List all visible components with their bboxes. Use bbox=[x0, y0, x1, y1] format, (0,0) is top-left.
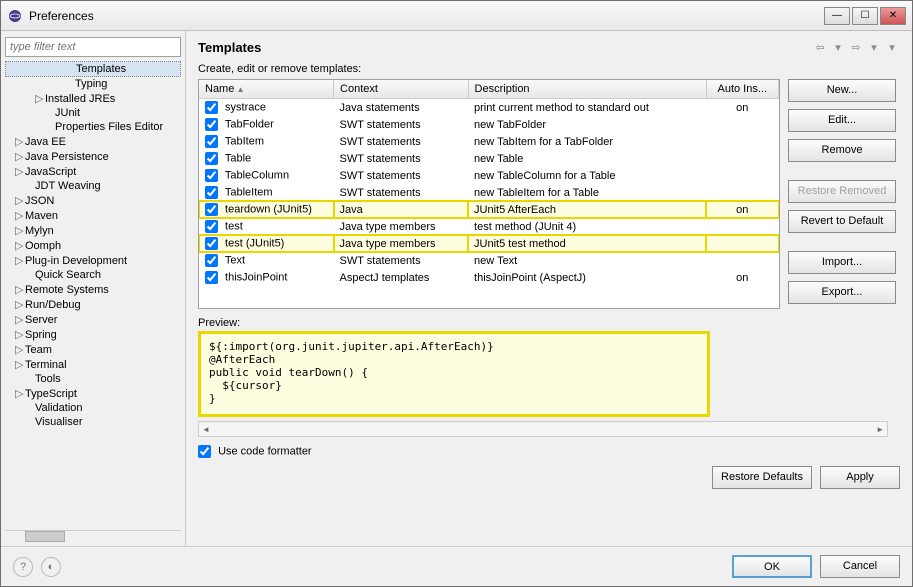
import-export-icon[interactable]: ◐ bbox=[41, 557, 61, 577]
row-checkbox[interactable] bbox=[205, 152, 218, 165]
table-row[interactable]: thisJoinPointAspectJ templatesthisJoinPo… bbox=[199, 269, 779, 286]
restore-defaults-button[interactable]: Restore Defaults bbox=[712, 466, 812, 489]
sidebar-scrollbar[interactable] bbox=[5, 530, 181, 542]
titlebar: Preferences — ☐ ✕ bbox=[1, 1, 912, 31]
tree-item[interactable]: Typing bbox=[5, 77, 181, 91]
help-icon[interactable]: ? bbox=[13, 557, 33, 577]
button-column: New... Edit... Remove Restore Removed Re… bbox=[788, 79, 896, 309]
table-row[interactable]: systraceJava statementsprint current met… bbox=[199, 99, 779, 117]
tree-item[interactable]: ▷Oomph bbox=[5, 238, 181, 253]
export-button[interactable]: Export... bbox=[788, 281, 896, 304]
tree-item[interactable]: ▷Mylyn bbox=[5, 223, 181, 238]
menu-icon[interactable]: ▾ bbox=[884, 39, 900, 55]
back-menu-icon[interactable]: ▾ bbox=[830, 39, 846, 55]
tree-item[interactable]: ▷Java Persistence bbox=[5, 149, 181, 164]
footer: ? ◐ OK Cancel bbox=[1, 546, 912, 586]
table-row[interactable]: TabFolderSWT statementsnew TabFolder bbox=[199, 116, 779, 133]
templates-table[interactable]: Name Context Description Auto Ins... sys… bbox=[198, 79, 780, 309]
row-checkbox[interactable] bbox=[205, 254, 218, 267]
row-checkbox[interactable] bbox=[205, 169, 218, 182]
subtitle: Create, edit or remove templates: bbox=[198, 63, 900, 75]
table-row[interactable]: TextSWT statementsnew Text bbox=[199, 252, 779, 269]
table-area: Name Context Description Auto Ins... sys… bbox=[198, 79, 780, 309]
tree-item[interactable]: ▷Java EE bbox=[5, 134, 181, 149]
content: TemplatesTyping▷Installed JREsJUnitPrope… bbox=[1, 31, 912, 546]
window-title: Preferences bbox=[29, 9, 824, 23]
tree-item[interactable]: Templates bbox=[5, 61, 181, 77]
tree-item[interactable]: ▷Installed JREs bbox=[5, 91, 181, 106]
table-row[interactable]: TableSWT statementsnew Table bbox=[199, 150, 779, 167]
formatter-row: Use code formatter bbox=[198, 445, 900, 458]
row-checkbox[interactable] bbox=[205, 186, 218, 199]
tree-item[interactable]: Properties Files Editor bbox=[5, 120, 181, 134]
forward-icon[interactable]: ⇨ bbox=[848, 39, 864, 55]
tree-item[interactable]: Tools bbox=[5, 372, 181, 386]
col-auto[interactable]: Auto Ins... bbox=[706, 80, 778, 99]
tree-item[interactable]: ▷Spring bbox=[5, 327, 181, 342]
tree-item[interactable]: Visualiser bbox=[5, 415, 181, 429]
minimize-button[interactable]: — bbox=[824, 7, 850, 25]
row-checkbox[interactable] bbox=[205, 271, 218, 284]
preview-box: ${:import(org.junit.jupiter.api.AfterEac… bbox=[198, 331, 710, 417]
col-context[interactable]: Context bbox=[334, 80, 469, 99]
forward-menu-icon[interactable]: ▾ bbox=[866, 39, 882, 55]
col-name[interactable]: Name bbox=[199, 80, 334, 99]
tree-item[interactable]: ▷Maven bbox=[5, 208, 181, 223]
table-row[interactable]: testJava type memberstest method (JUnit … bbox=[199, 218, 779, 235]
row-checkbox[interactable] bbox=[205, 135, 218, 148]
row-checkbox[interactable] bbox=[205, 237, 218, 250]
new-button[interactable]: New... bbox=[788, 79, 896, 102]
back-icon[interactable]: ⇦ bbox=[812, 39, 828, 55]
remove-button[interactable]: Remove bbox=[788, 139, 896, 162]
tree-item[interactable]: ▷Run/Debug bbox=[5, 297, 181, 312]
tree-item[interactable]: JUnit bbox=[5, 106, 181, 120]
row-checkbox[interactable] bbox=[205, 101, 218, 114]
preview-scrollbar[interactable] bbox=[198, 421, 888, 437]
use-formatter-label: Use code formatter bbox=[218, 445, 312, 457]
preview-label: Preview: bbox=[198, 317, 900, 329]
col-description[interactable]: Description bbox=[468, 80, 706, 99]
tree-item[interactable]: ▷Terminal bbox=[5, 357, 181, 372]
use-formatter-checkbox[interactable] bbox=[198, 445, 211, 458]
row-checkbox[interactable] bbox=[205, 220, 218, 233]
table-row[interactable]: TableColumnSWT statementsnew TableColumn… bbox=[199, 167, 779, 184]
maximize-button[interactable]: ☐ bbox=[852, 7, 878, 25]
main-panel: Templates ⇦ ▾ ⇨ ▾ ▾ Create, edit or remo… bbox=[186, 31, 912, 546]
edit-button[interactable]: Edit... bbox=[788, 109, 896, 132]
row-checkbox[interactable] bbox=[205, 203, 218, 216]
tree-item[interactable]: JDT Weaving bbox=[5, 179, 181, 193]
tree-item[interactable]: ▷Remote Systems bbox=[5, 282, 181, 297]
table-row[interactable]: TabItemSWT statementsnew TabItem for a T… bbox=[199, 133, 779, 150]
close-button[interactable]: ✕ bbox=[880, 7, 906, 25]
apply-button[interactable]: Apply bbox=[820, 466, 900, 489]
tree-item[interactable]: Validation bbox=[5, 401, 181, 415]
tree-item[interactable]: ▷JavaScript bbox=[5, 164, 181, 179]
table-row[interactable]: TableItemSWT statementsnew TableItem for… bbox=[199, 184, 779, 201]
filter-input[interactable] bbox=[5, 37, 181, 57]
preferences-window: Preferences — ☐ ✕ TemplatesTyping▷Instal… bbox=[0, 0, 913, 587]
cancel-button[interactable]: Cancel bbox=[820, 555, 900, 578]
ok-button[interactable]: OK bbox=[732, 555, 812, 578]
sidebar: TemplatesTyping▷Installed JREsJUnitPrope… bbox=[1, 31, 186, 546]
table-row[interactable]: teardown (JUnit5)JavaJUnit5 AfterEachon bbox=[199, 201, 779, 218]
tree-item[interactable]: ▷Server bbox=[5, 312, 181, 327]
row-checkbox[interactable] bbox=[205, 118, 218, 131]
tree-item[interactable]: ▷Team bbox=[5, 342, 181, 357]
tree-item[interactable]: Quick Search bbox=[5, 268, 181, 282]
tree-item[interactable]: ▷TypeScript bbox=[5, 386, 181, 401]
revert-button[interactable]: Revert to Default bbox=[788, 210, 896, 233]
page-title: Templates bbox=[198, 40, 812, 55]
tree-item[interactable]: ▷JSON bbox=[5, 193, 181, 208]
import-button[interactable]: Import... bbox=[788, 251, 896, 274]
preferences-tree[interactable]: TemplatesTyping▷Installed JREsJUnitPrope… bbox=[5, 61, 181, 528]
tree-item[interactable]: ▷Plug-in Development bbox=[5, 253, 181, 268]
eclipse-icon bbox=[7, 8, 23, 24]
restore-removed-button[interactable]: Restore Removed bbox=[788, 180, 896, 203]
table-row[interactable]: test (JUnit5)Java type membersJUnit5 tes… bbox=[199, 235, 779, 252]
